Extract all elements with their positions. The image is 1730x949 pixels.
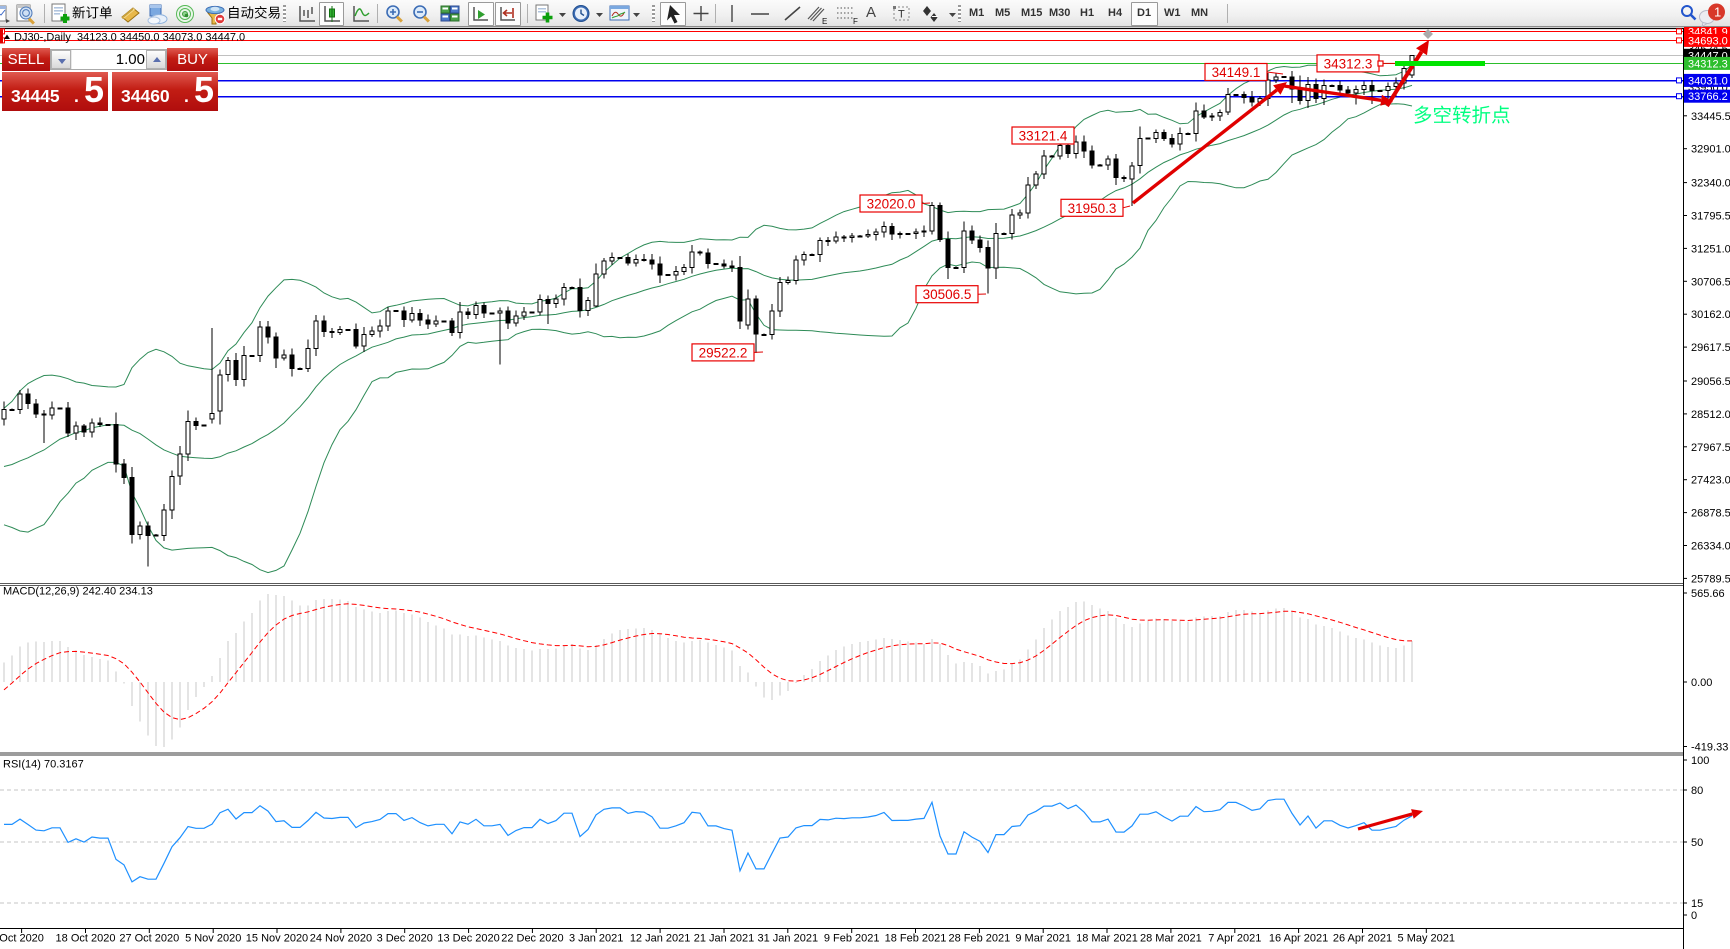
svg-text:565.66: 565.66 bbox=[1691, 588, 1725, 600]
svg-text:21 Jan 2021: 21 Jan 2021 bbox=[694, 933, 755, 945]
svg-text:34312.3: 34312.3 bbox=[1324, 56, 1373, 71]
svg-text:9 Mar 2021: 9 Mar 2021 bbox=[1015, 933, 1071, 945]
svg-text:18 Feb 2021: 18 Feb 2021 bbox=[885, 933, 947, 945]
svg-text:24 Nov 2020: 24 Nov 2020 bbox=[310, 933, 372, 945]
svg-text:34149.1: 34149.1 bbox=[1212, 65, 1261, 80]
svg-text:31950.3: 31950.3 bbox=[1068, 201, 1117, 216]
svg-text:31251.0: 31251.0 bbox=[1691, 243, 1730, 255]
svg-text:MACD(12,26,9) 242.40 234.13: MACD(12,26,9) 242.40 234.13 bbox=[3, 586, 153, 598]
svg-text:9 Feb 2021: 9 Feb 2021 bbox=[824, 933, 880, 945]
svg-text:0: 0 bbox=[1691, 910, 1697, 922]
svg-text:-419.33: -419.33 bbox=[1691, 742, 1728, 754]
svg-text:28 Feb 2021: 28 Feb 2021 bbox=[949, 933, 1011, 945]
svg-text:5 Nov 2020: 5 Nov 2020 bbox=[185, 933, 241, 945]
svg-text:27967.5: 27967.5 bbox=[1691, 442, 1730, 454]
svg-text:18 Oct 2020: 18 Oct 2020 bbox=[56, 933, 116, 945]
svg-text:Oct 2020: Oct 2020 bbox=[0, 933, 44, 945]
svg-text:27 Oct 2020: 27 Oct 2020 bbox=[119, 933, 179, 945]
svg-text:RSI(14) 70.3167: RSI(14) 70.3167 bbox=[3, 759, 84, 771]
svg-text:29617.5: 29617.5 bbox=[1691, 342, 1730, 354]
svg-text:31795.5: 31795.5 bbox=[1691, 211, 1730, 223]
svg-text:16 Apr 2021: 16 Apr 2021 bbox=[1269, 933, 1328, 945]
svg-text:30706.5: 30706.5 bbox=[1691, 276, 1730, 288]
svg-text:28 Mar 2021: 28 Mar 2021 bbox=[1140, 933, 1202, 945]
svg-text:32020.0: 32020.0 bbox=[867, 197, 916, 212]
svg-text:25789.5: 25789.5 bbox=[1691, 573, 1730, 585]
svg-text:80: 80 bbox=[1691, 785, 1703, 797]
svg-text:7 Apr 2021: 7 Apr 2021 bbox=[1208, 933, 1261, 945]
svg-text:26 Apr 2021: 26 Apr 2021 bbox=[1333, 933, 1392, 945]
svg-text:18 Mar 2021: 18 Mar 2021 bbox=[1076, 933, 1138, 945]
svg-text:E: E bbox=[822, 17, 827, 26]
svg-text:30162.0: 30162.0 bbox=[1691, 309, 1730, 321]
svg-text:15: 15 bbox=[1691, 898, 1703, 910]
svg-text:27423.0: 27423.0 bbox=[1691, 475, 1730, 487]
svg-text:26878.5: 26878.5 bbox=[1691, 508, 1730, 520]
svg-text:0.00: 0.00 bbox=[1691, 677, 1712, 689]
svg-text:100: 100 bbox=[1691, 755, 1709, 767]
svg-text:DJ30-,Daily 34123.0 34450.0 3: DJ30-,Daily 34123.0 34450.0 34073.0 3444… bbox=[14, 32, 245, 44]
svg-text:34693.0: 34693.0 bbox=[1688, 35, 1728, 47]
svg-text:33121.4: 33121.4 bbox=[1019, 129, 1068, 144]
svg-text:29522.2: 29522.2 bbox=[699, 345, 748, 360]
svg-text:12 Jan 2021: 12 Jan 2021 bbox=[630, 933, 691, 945]
svg-text:29056.5: 29056.5 bbox=[1691, 376, 1730, 388]
svg-text:15 Nov 2020: 15 Nov 2020 bbox=[246, 933, 308, 945]
svg-text:3 Jan 2021: 3 Jan 2021 bbox=[569, 933, 623, 945]
svg-text:34031.0: 34031.0 bbox=[1688, 75, 1728, 87]
svg-text:26334.0: 26334.0 bbox=[1691, 541, 1730, 553]
svg-text:22 Dec 2020: 22 Dec 2020 bbox=[501, 933, 563, 945]
svg-text:32340.0: 32340.0 bbox=[1691, 178, 1730, 190]
svg-text:32901.0: 32901.0 bbox=[1691, 144, 1730, 156]
svg-text:5 May 2021: 5 May 2021 bbox=[1398, 933, 1455, 945]
svg-text:33766.2: 33766.2 bbox=[1688, 91, 1728, 103]
svg-text:33445.5: 33445.5 bbox=[1691, 111, 1730, 123]
svg-text:13 Dec 2020: 13 Dec 2020 bbox=[437, 933, 499, 945]
svg-text:34312.3: 34312.3 bbox=[1688, 58, 1728, 70]
svg-text:28512.0: 28512.0 bbox=[1691, 409, 1730, 421]
svg-text:1: 1 bbox=[1714, 5, 1721, 20]
svg-text:30506.5: 30506.5 bbox=[923, 287, 972, 302]
svg-text:50: 50 bbox=[1691, 837, 1703, 849]
svg-text:F: F bbox=[853, 17, 858, 26]
svg-text:31 Jan 2021: 31 Jan 2021 bbox=[758, 933, 819, 945]
svg-text:3 Dec 2020: 3 Dec 2020 bbox=[377, 933, 433, 945]
svg-text:T: T bbox=[898, 9, 905, 21]
